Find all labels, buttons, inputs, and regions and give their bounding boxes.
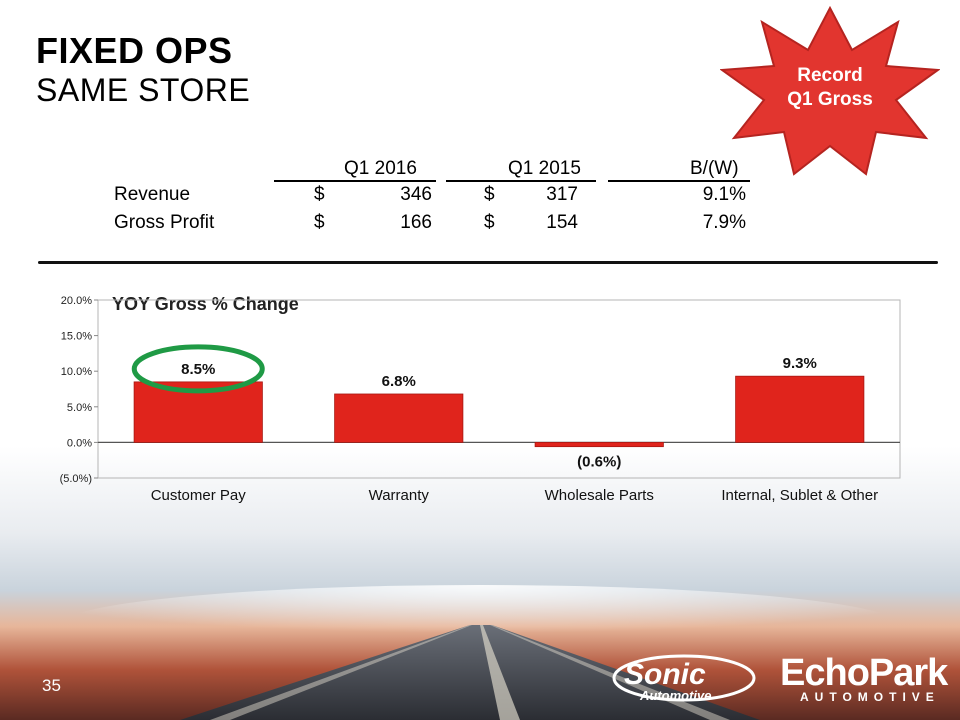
- record-badge-text: Record Q1 Gross: [740, 64, 920, 112]
- bar: [534, 441, 664, 448]
- table-header-underline: [446, 180, 596, 182]
- table-cell-value: 346: [400, 184, 432, 205]
- summary-table: Q1 2016 Q1 2015 B/(W) Revenue $ 346 $ 31…: [0, 0, 960, 260]
- record-badge-line1: Record: [797, 65, 863, 86]
- bar: [334, 393, 464, 443]
- y-tick-label: (5.0%): [60, 473, 92, 485]
- x-category-label: Customer Pay: [151, 487, 247, 504]
- table-cell-currency: $: [484, 212, 495, 233]
- page-title: FIXED OPS: [36, 30, 233, 71]
- page-number: 35: [42, 676, 61, 695]
- x-category-label: Internal, Sublet & Other: [721, 487, 878, 504]
- table-cell-value: 7.9%: [702, 212, 746, 233]
- data-label: 9.3%: [783, 355, 817, 372]
- sonic-automotive-logo: Sonic Automotive: [612, 654, 756, 703]
- chart-title: YOY Gross % Change: [112, 294, 299, 314]
- table-cell-currency: $: [484, 184, 495, 205]
- data-label: 8.5%: [181, 361, 215, 378]
- svg-text:Automotive: Automotive: [639, 688, 712, 703]
- table-row-label: Revenue: [114, 184, 191, 205]
- bar: [735, 375, 865, 443]
- y-tick-label: 0.0%: [67, 437, 92, 449]
- table-header-underline: [274, 180, 436, 182]
- table-header-q1-2015: Q1 2015: [508, 158, 581, 179]
- chart-plot-frame: [97, 299, 901, 479]
- section-divider: [38, 261, 938, 264]
- y-tick-label: 5.0%: [67, 402, 92, 414]
- table-header-underline: [608, 180, 750, 182]
- y-tick-label: 10.0%: [61, 366, 92, 378]
- data-label: 6.8%: [382, 373, 416, 390]
- table-header-bw: B/(W): [690, 158, 739, 179]
- y-tick-label: 15.0%: [61, 331, 92, 343]
- table-cell-currency: $: [314, 184, 325, 205]
- x-category-label: Warranty: [369, 487, 430, 504]
- highlight-circle: [131, 344, 265, 394]
- table-row-label: Gross Profit: [114, 212, 215, 233]
- table-cell-currency: $: [314, 212, 325, 233]
- page-subtitle: SAME STORE: [36, 72, 251, 108]
- echopark-logo: EchoPark: [780, 652, 948, 694]
- y-tick-label: 20.0%: [61, 295, 92, 307]
- echopark-logo-sub: AUTOMOTIVE: [800, 690, 940, 704]
- data-label: (0.6%): [577, 454, 621, 471]
- yoy-gross-chart: YOY Gross % Change 20.0% 15.0% 10.0% 5.0% 0.…: [60, 294, 901, 504]
- table-cell-value: 166: [400, 212, 432, 233]
- table-cell-value: 154: [546, 212, 578, 233]
- record-badge-burst: [720, 6, 940, 176]
- table-header-q1-2016: Q1 2016: [344, 158, 417, 179]
- record-badge-line2: Q1 Gross: [787, 89, 873, 110]
- table-cell-value: 317: [546, 184, 578, 205]
- x-category-label: Wholesale Parts: [545, 487, 654, 504]
- table-cell-value: 9.1%: [702, 184, 746, 205]
- svg-text:Sonic: Sonic: [624, 658, 706, 691]
